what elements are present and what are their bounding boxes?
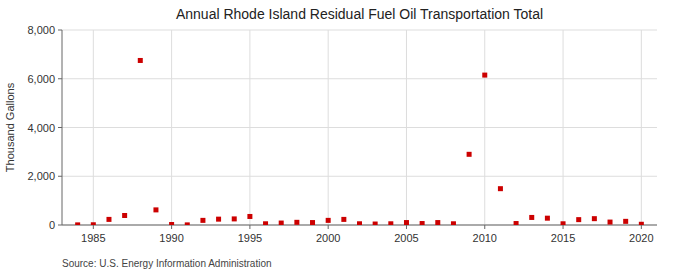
tick-x bbox=[641, 225, 642, 229]
grid-line-x bbox=[328, 30, 329, 225]
tick-label-y: 0 bbox=[49, 219, 55, 231]
point bbox=[435, 220, 440, 225]
point bbox=[451, 221, 456, 225]
tick-x bbox=[249, 225, 250, 229]
point bbox=[592, 216, 597, 221]
point bbox=[545, 216, 550, 221]
tick-label-x: 2005 bbox=[394, 232, 418, 244]
tick-label-y: 2,000 bbox=[27, 170, 55, 182]
point bbox=[623, 219, 628, 224]
axes: 0 2,000 4,000 6,000 8,000 1985 1990 1995 2000 200… bbox=[27, 24, 657, 244]
point bbox=[498, 186, 503, 191]
point bbox=[106, 217, 111, 222]
point bbox=[247, 214, 252, 219]
point bbox=[514, 221, 519, 225]
point bbox=[216, 217, 221, 222]
point bbox=[310, 220, 315, 225]
plot-area bbox=[62, 30, 657, 225]
tick-label-y: 6,000 bbox=[27, 73, 55, 85]
tick-y bbox=[58, 176, 62, 177]
grid-line-x bbox=[93, 30, 94, 225]
chart: 0 2,000 4,000 6,000 8,000 1985 1990 1995 2000 200… bbox=[0, 0, 675, 275]
tick-x bbox=[93, 225, 94, 229]
grid-line-y bbox=[62, 127, 657, 128]
point bbox=[294, 220, 299, 225]
tick-label-y: 8,000 bbox=[27, 24, 55, 36]
tick-label-x: 2015 bbox=[551, 232, 575, 244]
tick-x bbox=[484, 225, 485, 229]
tick-label-x: 1985 bbox=[81, 232, 105, 244]
grid-line-x bbox=[249, 30, 250, 225]
point bbox=[467, 152, 472, 157]
tick-label-x: 2020 bbox=[629, 232, 653, 244]
tick-label-x: 1995 bbox=[238, 232, 262, 244]
point bbox=[326, 218, 331, 223]
y-axis-line bbox=[62, 30, 63, 225]
grid-line-y bbox=[62, 78, 657, 79]
tick-y bbox=[58, 78, 62, 79]
tick-y bbox=[58, 30, 62, 31]
source-note: Source: U.S. Energy Information Administ… bbox=[62, 258, 272, 269]
point bbox=[608, 220, 613, 225]
point bbox=[639, 222, 644, 225]
point bbox=[169, 222, 174, 225]
tick-label-x: 2010 bbox=[473, 232, 497, 244]
series bbox=[75, 58, 644, 225]
point bbox=[279, 221, 284, 225]
point bbox=[420, 221, 425, 225]
grid bbox=[62, 30, 657, 225]
point bbox=[91, 222, 96, 225]
grid-line-x bbox=[171, 30, 172, 225]
point bbox=[357, 221, 362, 225]
tick-x bbox=[563, 225, 564, 229]
tick-y bbox=[58, 225, 62, 226]
tick-y bbox=[58, 127, 62, 128]
point bbox=[341, 217, 346, 222]
point bbox=[263, 221, 268, 225]
point bbox=[153, 207, 158, 212]
tick-x bbox=[406, 225, 407, 229]
tick-x bbox=[328, 225, 329, 229]
grid-line-y bbox=[62, 176, 657, 177]
point bbox=[200, 218, 205, 223]
point bbox=[404, 220, 409, 225]
grid-line-x bbox=[641, 30, 642, 225]
grid-line-x bbox=[406, 30, 407, 225]
point bbox=[561, 221, 566, 225]
point bbox=[122, 213, 127, 218]
tick-label-x: 2000 bbox=[316, 232, 340, 244]
point bbox=[185, 222, 190, 225]
grid-line-x bbox=[563, 30, 564, 225]
point bbox=[529, 215, 534, 220]
point bbox=[232, 216, 237, 221]
title: Annual Rhode Island Residual Fuel Oil Tr… bbox=[176, 6, 543, 22]
point bbox=[138, 58, 143, 63]
tick-x bbox=[171, 225, 172, 229]
point bbox=[482, 73, 487, 78]
tick-label-y: 4,000 bbox=[27, 122, 55, 134]
point bbox=[576, 217, 581, 222]
y-axis-label: Thousand Gallons bbox=[4, 82, 16, 172]
point bbox=[388, 221, 393, 225]
point bbox=[373, 222, 378, 225]
grid-line-y bbox=[62, 30, 657, 31]
point bbox=[75, 222, 80, 225]
grid-line-x bbox=[484, 30, 485, 225]
tick-label-x: 1990 bbox=[159, 232, 183, 244]
